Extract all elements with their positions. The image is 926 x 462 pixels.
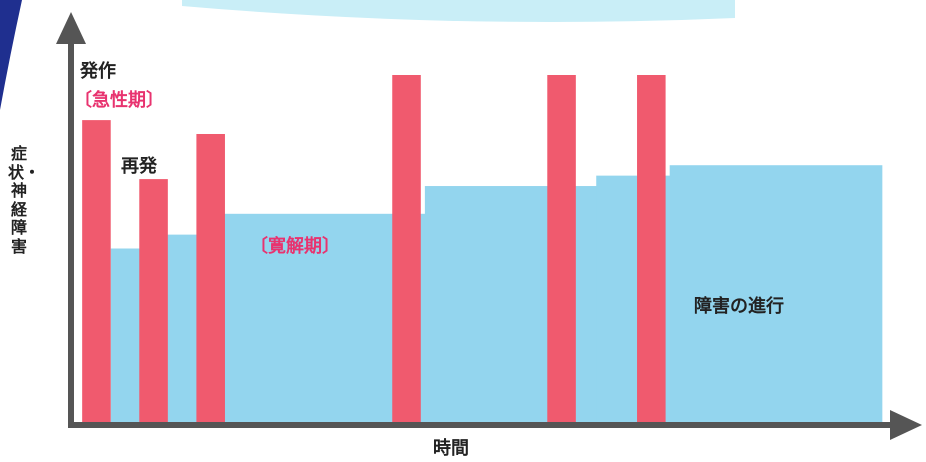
baseline-step-7	[669, 165, 883, 422]
x-axis-arrow	[890, 410, 922, 440]
corner-accent	[0, 0, 22, 110]
baseline-step-4	[220, 213, 426, 422]
baseline-steps	[110, 165, 883, 422]
relapse-label: 再発	[121, 156, 157, 177]
y-axis-arrow	[56, 12, 86, 44]
top-banner	[182, 0, 735, 22]
acute-phase-label: 〔急性期〕	[74, 90, 164, 111]
flare-bars	[82, 75, 666, 423]
flare-bar-3	[196, 133, 225, 423]
flare-label: 発作	[80, 61, 116, 82]
flare-bar-2	[139, 179, 168, 422]
remission-phase-label: 〔寛解期〕	[250, 236, 340, 257]
flare-bar-4	[392, 75, 421, 422]
progression-label: 障害の進行	[694, 296, 784, 317]
flare-bar-1	[82, 120, 111, 423]
flare-bar-6	[637, 75, 666, 422]
x-axis-title: 時間	[433, 438, 469, 459]
y-axis-title: 症状・神経障害	[8, 144, 41, 256]
flare-bar-5	[547, 75, 576, 422]
